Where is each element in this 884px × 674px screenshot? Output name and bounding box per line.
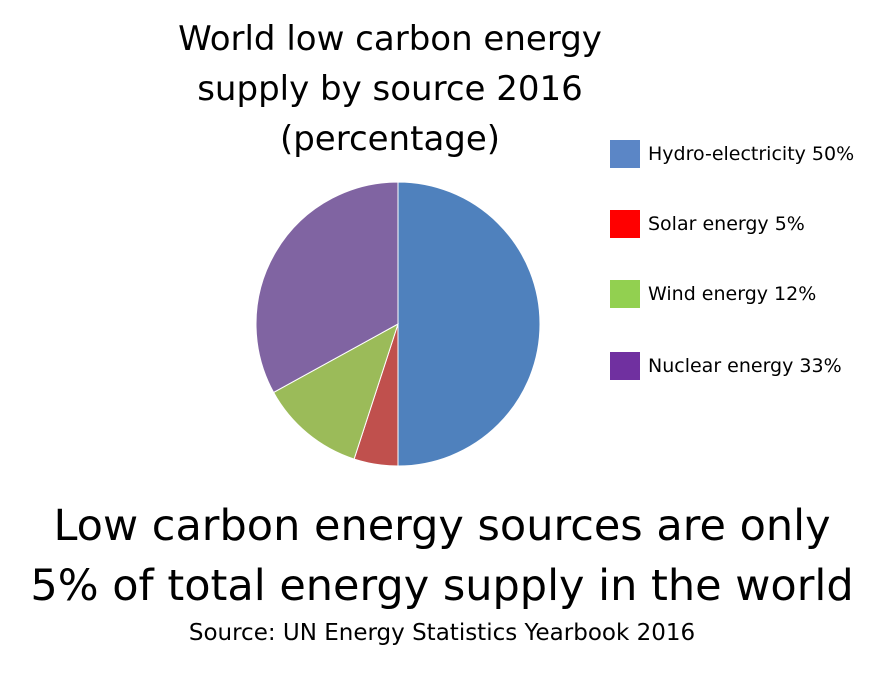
chart-title: World low carbon energy supply by source… [120,14,660,164]
pie-chart [255,181,541,467]
conclusion-line-1: Low carbon energy sources are only [53,501,831,551]
legend-label-nuclear: Nuclear energy 33% [648,355,842,377]
legend-swatch-hydro [610,140,640,168]
legend-label-hydro: Hydro-electricity 50% [648,143,855,165]
chart-title-line-1: World low carbon energy [178,19,602,59]
legend-label-solar: Solar energy 5% [648,213,805,235]
chart-title-line-3: (percentage) [279,119,501,159]
conclusion-text: Low carbon energy sources are only 5% of… [0,496,884,616]
legend-swatch-nuclear [610,352,640,380]
pie-slice-wind [272,322,399,460]
legend-swatch-solar [610,210,640,238]
conclusion-line-2: 5% of total energy supply in the world [30,561,854,611]
chart-title-line-2: supply by source 2016 [197,69,583,109]
legend-swatch-wind [610,280,640,308]
pie-slice-nuclear [255,181,399,394]
legend-label-wind: Wind energy 12% [648,283,817,305]
source-citation: Source: UN Energy Statistics Yearbook 20… [188,620,696,646]
pie-slice-hydro [397,181,541,467]
